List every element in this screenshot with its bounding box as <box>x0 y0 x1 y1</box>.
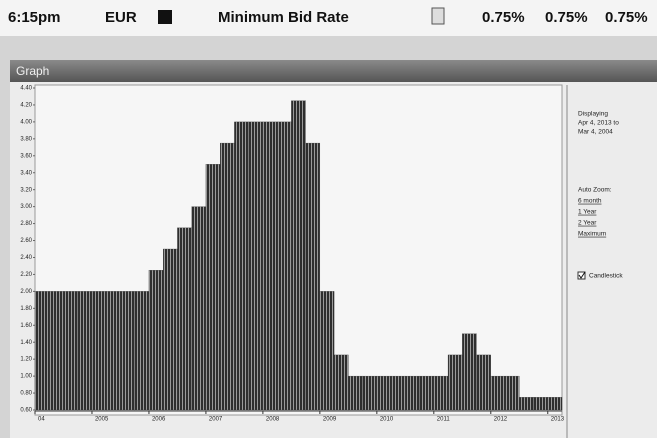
y-tick-label: 1.00 <box>20 374 32 380</box>
y-tick-label: 3.40 <box>20 170 32 176</box>
screen: 6:15pm EUR Minimum Bid Rate 0.75% 0.75% … <box>0 0 657 438</box>
currency: EUR <box>105 9 137 26</box>
page: 6:15pm EUR Minimum Bid Rate 0.75% 0.75% … <box>0 0 657 438</box>
bar <box>505 376 519 410</box>
x-tick-label: 2010 <box>380 417 394 423</box>
y-tick-label: 2.40 <box>20 255 32 261</box>
bar <box>106 291 120 410</box>
y-tick-label: 3.00 <box>20 204 32 210</box>
bar <box>320 291 334 410</box>
display-to: Mar 4, 2004 <box>578 129 613 136</box>
zoom-option[interactable]: 1 Year <box>578 209 597 216</box>
bar <box>348 376 362 410</box>
y-tick-label: 1.20 <box>20 357 32 363</box>
bar <box>135 291 149 410</box>
bar <box>206 164 220 410</box>
x-tick-label: 2011 <box>437 417 451 423</box>
bar <box>391 376 405 410</box>
x-tick-label: 2008 <box>266 417 280 423</box>
zoom-option[interactable]: 2 Year <box>578 220 597 227</box>
display-from: Apr 4, 2013 to <box>578 120 619 127</box>
x-tick-label: 2009 <box>323 417 337 423</box>
bar <box>163 249 177 410</box>
bar <box>491 376 505 410</box>
bar <box>434 376 448 410</box>
panel-title: Graph <box>16 64 49 78</box>
bar <box>120 291 134 410</box>
rate-label: Minimum Bid Rate <box>218 9 349 26</box>
zoom-option[interactable]: Maximum <box>578 231 606 238</box>
bar <box>363 376 377 410</box>
bar <box>420 376 434 410</box>
rate-value: 0.75% <box>605 9 648 26</box>
y-tick-label: 2.00 <box>20 289 32 295</box>
bar <box>177 228 191 410</box>
bar <box>78 291 92 410</box>
bar <box>149 270 163 410</box>
bar <box>519 397 533 410</box>
checkbox-label: Candlestick <box>589 273 623 280</box>
bar <box>220 143 234 410</box>
bar <box>92 291 106 410</box>
doc-icon[interactable] <box>432 8 444 24</box>
x-tick-label: 2013 <box>551 417 565 423</box>
y-tick-label: 2.80 <box>20 221 32 227</box>
y-tick-label: 0.80 <box>20 391 32 397</box>
bar <box>405 376 419 410</box>
bar <box>63 291 77 410</box>
icon <box>158 10 172 24</box>
y-tick-label: 2.20 <box>20 272 32 278</box>
bar <box>534 397 548 410</box>
x-tick-label: 2007 <box>209 417 223 423</box>
bar <box>548 397 562 410</box>
y-tick-label: 1.60 <box>20 323 32 329</box>
y-tick-label: 1.80 <box>20 306 32 312</box>
panel-titlebar <box>10 60 657 82</box>
bar <box>462 334 476 410</box>
bar <box>49 291 63 410</box>
bar <box>263 122 277 410</box>
bar <box>249 122 263 410</box>
bar <box>334 355 348 410</box>
bar <box>277 122 291 410</box>
y-tick-label: 3.60 <box>20 153 32 159</box>
time: 6:15pm <box>8 9 61 26</box>
bar <box>448 355 462 410</box>
y-tick-label: 4.40 <box>20 86 32 92</box>
rate-value: 0.75% <box>482 9 525 26</box>
rate-value: 0.75% <box>545 9 588 26</box>
y-tick-label: 4.00 <box>20 119 32 125</box>
bar <box>291 101 305 410</box>
y-tick-label: 2.60 <box>20 238 32 244</box>
y-tick-label: 1.40 <box>20 340 32 346</box>
zoom-title: Auto Zoom: <box>578 187 612 194</box>
y-tick-label: 0.60 <box>20 408 32 414</box>
x-tick-label: 2012 <box>494 417 508 423</box>
bar <box>477 355 491 410</box>
bar <box>234 122 248 410</box>
y-tick-label: 4.20 <box>20 103 32 109</box>
y-tick-label: 3.80 <box>20 136 32 142</box>
bar <box>306 143 320 410</box>
x-tick-label: 2006 <box>152 417 166 423</box>
zoom-option[interactable]: 6 month <box>578 198 602 205</box>
bar <box>35 291 49 410</box>
bar <box>377 376 391 410</box>
y-tick-label: 3.20 <box>20 187 32 193</box>
bar <box>192 207 206 410</box>
display-label: Displaying <box>578 111 608 118</box>
x-tick-label: 2005 <box>95 417 109 423</box>
x-tick-label: 04 <box>38 417 45 423</box>
